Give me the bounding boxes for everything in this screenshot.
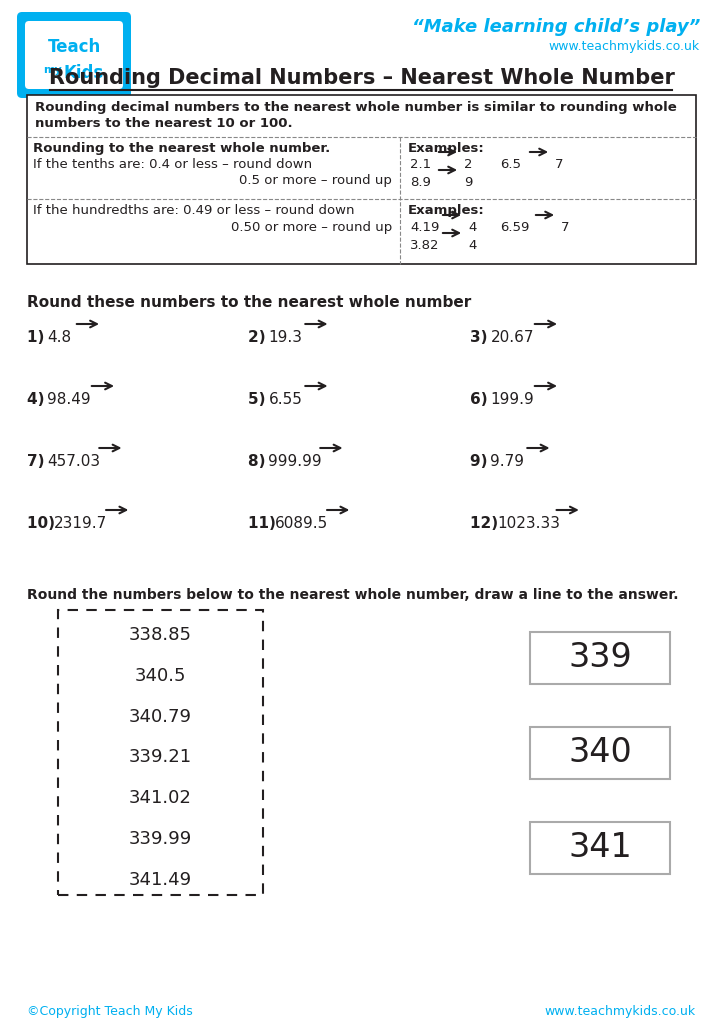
Text: numbers to the nearest 10 or 100.: numbers to the nearest 10 or 100. [35, 117, 293, 130]
Text: 341.02: 341.02 [129, 790, 192, 807]
Text: 341.49: 341.49 [129, 870, 192, 889]
Bar [530, 821, 670, 873]
Text: 340.79: 340.79 [129, 708, 192, 726]
Text: 2.1: 2.1 [410, 158, 431, 171]
Text: If the tenths are: 0.4 or less – round down: If the tenths are: 0.4 or less – round d… [33, 158, 312, 171]
Bar [58, 610, 263, 895]
Text: 341: 341 [568, 831, 632, 864]
Text: 8.9: 8.9 [410, 176, 431, 189]
Text: Kids: Kids [64, 63, 104, 82]
Text: 4: 4 [468, 239, 476, 252]
Text: 1023.33: 1023.33 [497, 516, 560, 531]
Text: 8): 8) [248, 454, 270, 469]
Text: 339: 339 [568, 641, 632, 674]
Text: 9: 9 [464, 176, 472, 189]
Text: 6.5: 6.5 [500, 158, 521, 171]
Bar [530, 632, 670, 683]
Text: 7): 7) [27, 454, 50, 469]
Text: 9): 9) [470, 454, 493, 469]
Text: 7: 7 [561, 221, 570, 234]
Text: 999.99: 999.99 [268, 454, 322, 469]
Text: 0.5 or more – round up: 0.5 or more – round up [239, 174, 392, 187]
Text: Round these numbers to the nearest whole number: Round these numbers to the nearest whole… [27, 295, 471, 310]
Text: 9.79: 9.79 [490, 454, 524, 469]
Bar [530, 726, 670, 778]
Text: 0.50 or more – round up: 0.50 or more – round up [231, 221, 392, 234]
Text: 6.59: 6.59 [500, 221, 529, 234]
Text: 19.3: 19.3 [268, 330, 302, 345]
Text: 3.82: 3.82 [410, 239, 440, 252]
Text: Rounding decimal numbers to the nearest whole number is similar to rounding whol: Rounding decimal numbers to the nearest … [35, 101, 677, 114]
Text: 4): 4) [27, 392, 50, 407]
Text: 1): 1) [27, 330, 50, 345]
Text: 12): 12) [470, 516, 503, 531]
Text: ©Copyright Teach My Kids: ©Copyright Teach My Kids [27, 1005, 193, 1018]
Text: 199.9: 199.9 [490, 392, 534, 407]
Text: 7: 7 [555, 158, 563, 171]
Text: Rounding Decimal Numbers – Nearest Whole Number: Rounding Decimal Numbers – Nearest Whole… [49, 68, 675, 88]
Text: Examples:: Examples: [408, 204, 484, 217]
Bar [27, 95, 696, 264]
Text: Examples:: Examples: [408, 142, 484, 155]
Text: Teach: Teach [48, 38, 100, 56]
Text: 340.5: 340.5 [134, 667, 187, 685]
Text: If the hundredths are: 0.49 or less – round down: If the hundredths are: 0.49 or less – ro… [33, 204, 354, 217]
Text: 4: 4 [468, 221, 476, 234]
Text: 5): 5) [248, 392, 270, 407]
Text: “Make learning child’s play”: “Make learning child’s play” [411, 18, 700, 36]
Text: Rounding to the nearest whole number.: Rounding to the nearest whole number. [33, 142, 330, 155]
Text: 2): 2) [248, 330, 271, 345]
Text: Round the numbers below to the nearest whole number, draw a line to the answer.: Round the numbers below to the nearest w… [27, 588, 678, 602]
Text: 20.67: 20.67 [490, 330, 534, 345]
Text: 2: 2 [464, 158, 473, 171]
Text: 11): 11) [248, 516, 281, 531]
Text: 98.49: 98.49 [48, 392, 91, 407]
Text: 6089.5: 6089.5 [275, 516, 328, 531]
Text: 3): 3) [470, 330, 493, 345]
Text: 10): 10) [27, 516, 60, 531]
Text: www.teachmykids.co.uk: www.teachmykids.co.uk [545, 1005, 696, 1018]
Text: www.teachmykids.co.uk: www.teachmykids.co.uk [549, 40, 700, 53]
Text: my: my [43, 65, 61, 75]
Text: 457.03: 457.03 [48, 454, 100, 469]
Text: 2319.7: 2319.7 [54, 516, 108, 531]
Text: 338.85: 338.85 [129, 627, 192, 644]
Text: 6): 6) [470, 392, 493, 407]
Text: 340: 340 [568, 736, 632, 769]
FancyBboxPatch shape [17, 12, 131, 98]
Text: 339.21: 339.21 [129, 749, 192, 766]
Text: 339.99: 339.99 [129, 829, 192, 848]
Text: 4.8: 4.8 [48, 330, 72, 345]
Text: 6.55: 6.55 [268, 392, 302, 407]
Text: 4.19: 4.19 [410, 221, 440, 234]
FancyBboxPatch shape [25, 22, 123, 89]
